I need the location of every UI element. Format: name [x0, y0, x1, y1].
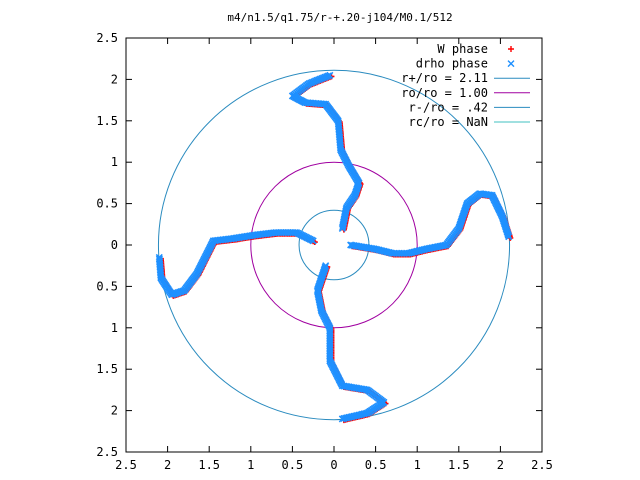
- x-tick-label-10: 2.5: [531, 458, 553, 472]
- series-1-points: [155, 71, 513, 423]
- point-s1-a3-130: [155, 253, 163, 261]
- x-tick-label-1: 2: [164, 458, 171, 472]
- point-s1-a2-131: [338, 415, 346, 423]
- y-tick-label-2: 1.5: [96, 114, 118, 128]
- x-tick-label-3: 1: [247, 458, 254, 472]
- legend-label-1: drho phase: [416, 57, 488, 71]
- reference-circle-1: [250, 161, 418, 329]
- legend-label-3: ro/ro = 1.00: [401, 86, 488, 100]
- x-tick-label-2: 1.5: [198, 458, 220, 472]
- point-s1-a3-129: [155, 255, 163, 263]
- x-tick-label-7: 1: [414, 458, 421, 472]
- legend-label-0: W phase: [437, 42, 488, 56]
- x-tick-label-0: 2.5: [115, 458, 137, 472]
- x-tick-label-6: 0.5: [365, 458, 387, 472]
- chart-title: m4/n1.5/q1.75/r-+.20-j104/M0.1/512: [227, 11, 452, 24]
- y-tick-label-9: 2: [111, 404, 118, 418]
- y-tick-label-4: 0.5: [96, 197, 118, 211]
- legend-swatch-0: [508, 46, 514, 52]
- legend-swatch-1: [507, 60, 515, 68]
- x-tick-label-9: 2: [497, 458, 504, 472]
- y-tick-label-3: 1: [111, 155, 118, 169]
- y-tick-label-5: 0: [111, 238, 118, 252]
- y-tick-label-1: 2: [111, 72, 118, 86]
- y-tick-label-7: 1: [111, 321, 118, 335]
- x-tick-label-8: 1.5: [448, 458, 470, 472]
- legend-label-2: r+/ro = 2.11: [401, 71, 488, 85]
- reference-circle-0: [157, 69, 511, 421]
- ticks-layer: 2.5 2 1.5 1 0.5 0 0.5 1 1.5 2 2.52.521.510.500.511…: [96, 31, 553, 472]
- y-tick-label-6: 0.5: [96, 279, 118, 293]
- y-tick-label-0: 2.5: [96, 31, 118, 45]
- y-tick-label-8: 1.5: [96, 362, 118, 376]
- point-s1-a0-131: [326, 71, 334, 79]
- points-layer: [155, 71, 514, 424]
- legend-label-4: r-/ro = .42: [409, 100, 488, 114]
- y-tick-label-10: 2.5: [96, 445, 118, 459]
- legend-label-5: rc/ro = NaN: [409, 115, 488, 129]
- point-s1-a1-131: [505, 233, 513, 241]
- x-tick-label-5: 0: [330, 458, 337, 472]
- point-s1-a2-130: [340, 414, 348, 423]
- x-tick-label-4: 0.5: [282, 458, 304, 472]
